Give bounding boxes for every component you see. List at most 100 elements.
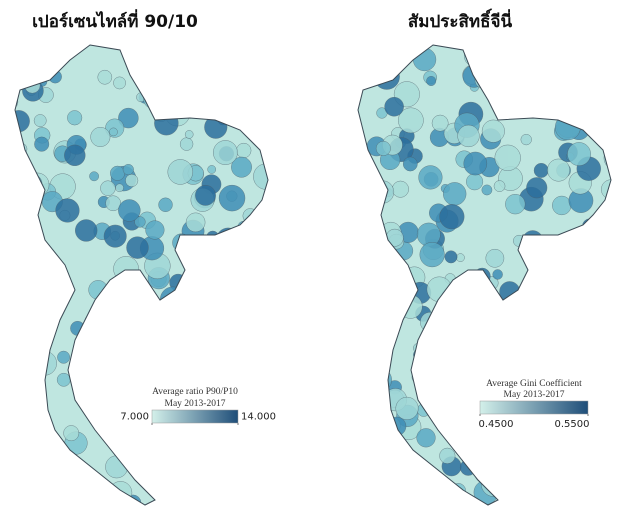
district	[108, 481, 133, 505]
district	[402, 156, 418, 172]
district	[476, 53, 494, 71]
district	[16, 314, 41, 339]
district	[258, 103, 268, 121]
district	[15, 295, 34, 319]
district	[195, 184, 216, 206]
district	[562, 241, 572, 251]
district	[605, 259, 611, 272]
district	[571, 349, 581, 359]
district	[422, 372, 440, 391]
district	[474, 57, 487, 70]
district	[210, 76, 236, 102]
district	[160, 300, 183, 323]
district	[177, 299, 203, 325]
district	[561, 93, 579, 111]
district	[15, 94, 19, 110]
district	[57, 49, 70, 61]
district	[60, 484, 72, 495]
district	[130, 437, 151, 458]
district	[19, 55, 30, 66]
district	[358, 66, 374, 88]
district	[228, 325, 239, 337]
district	[532, 461, 550, 480]
district	[383, 458, 400, 475]
district	[201, 93, 217, 108]
district	[105, 195, 121, 212]
district	[230, 431, 258, 458]
district	[74, 349, 92, 366]
district	[102, 315, 127, 340]
district	[516, 319, 526, 330]
district	[232, 446, 257, 471]
district	[164, 478, 177, 491]
district	[160, 286, 186, 312]
district	[144, 441, 168, 465]
map-panel	[349, 44, 612, 506]
district	[526, 177, 548, 199]
district	[496, 315, 506, 324]
district	[122, 164, 134, 176]
district	[608, 412, 611, 423]
district	[360, 402, 373, 415]
district	[235, 344, 257, 365]
district	[126, 236, 149, 259]
district	[42, 56, 60, 74]
district	[15, 238, 34, 258]
district	[582, 353, 598, 369]
district	[392, 180, 409, 198]
district	[56, 372, 71, 387]
district	[189, 323, 198, 332]
district	[349, 281, 358, 290]
district	[15, 298, 19, 308]
district	[607, 191, 611, 204]
district	[172, 94, 190, 113]
district	[82, 346, 93, 356]
district	[600, 425, 611, 450]
district	[395, 396, 419, 420]
district	[213, 140, 238, 165]
district	[443, 182, 467, 206]
district	[577, 97, 595, 115]
district	[521, 319, 536, 334]
district	[29, 428, 44, 442]
district	[109, 127, 118, 137]
district	[55, 198, 80, 223]
district	[499, 495, 509, 505]
district	[477, 434, 503, 460]
district	[97, 69, 113, 85]
district	[256, 68, 268, 80]
district	[418, 383, 433, 397]
district	[540, 342, 563, 364]
district	[236, 142, 252, 159]
district	[437, 369, 456, 388]
district	[206, 230, 220, 244]
district	[168, 298, 186, 315]
district	[368, 472, 389, 492]
district	[581, 451, 597, 466]
district	[515, 420, 526, 431]
district	[15, 322, 29, 335]
district	[70, 320, 85, 336]
district	[15, 429, 23, 441]
district	[253, 287, 268, 307]
district	[422, 349, 445, 372]
district	[63, 425, 80, 442]
district	[112, 330, 122, 340]
legend-label: 14.000	[241, 412, 276, 423]
district	[439, 204, 465, 230]
district	[425, 348, 451, 374]
district	[602, 225, 611, 243]
district	[180, 321, 197, 338]
legend-label: 0.5500	[555, 419, 590, 430]
district	[75, 219, 98, 242]
district	[565, 98, 592, 125]
district	[358, 313, 368, 327]
district	[370, 180, 395, 204]
district	[202, 292, 226, 316]
district	[599, 418, 609, 428]
district	[601, 179, 611, 200]
district	[194, 272, 215, 292]
district	[229, 49, 252, 72]
district	[115, 183, 124, 193]
